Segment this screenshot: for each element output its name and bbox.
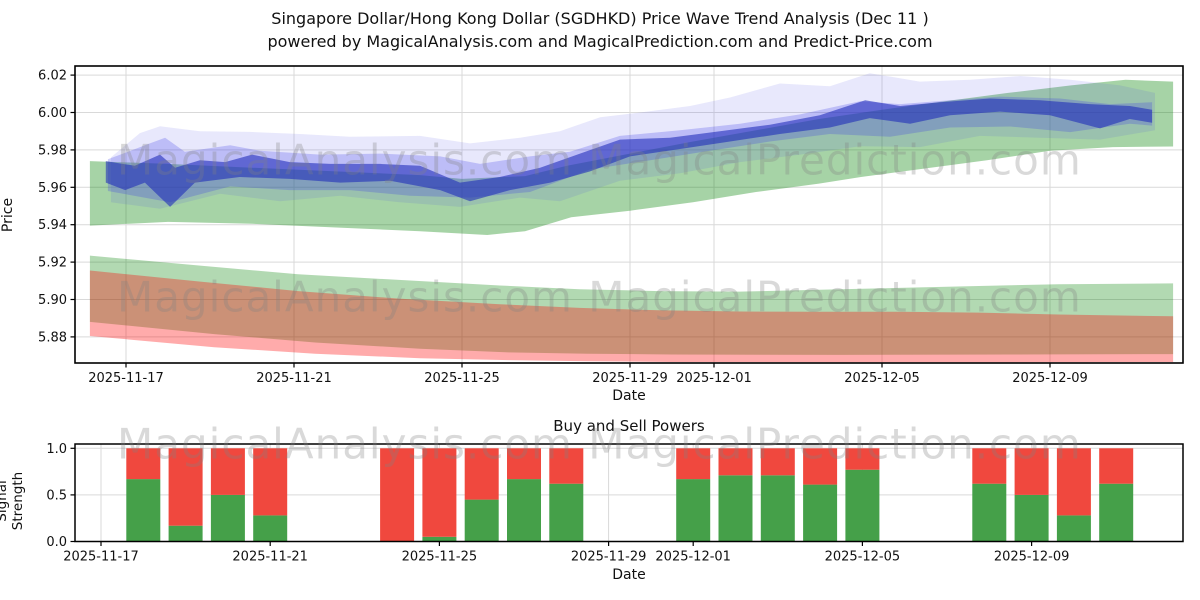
buy-bar-segment: [718, 475, 753, 542]
buy-bar-segment: [126, 479, 161, 542]
signal-ytick-label: 0.5: [46, 488, 67, 503]
lower-support-red-band: [89, 270, 1174, 363]
sell-bar-segment: [210, 448, 245, 495]
buy-bar-segment: [1099, 483, 1134, 542]
buy-bar-segment: [676, 479, 711, 542]
price-ytick-label: 5.92: [38, 256, 67, 271]
sell-bar-segment: [126, 448, 161, 480]
signal-xtick-label: 2025-12-01: [655, 550, 731, 565]
price-ytick-label: 5.90: [38, 293, 67, 308]
price-xtick-label: 2025-11-21: [256, 371, 332, 386]
sell-bar-segment: [760, 448, 795, 476]
buy-bar-segment: [253, 515, 288, 542]
signal-axis-label: Signal Strength: [0, 471, 26, 531]
sell-bar-segment: [1099, 448, 1134, 484]
price-ytick-label: 5.94: [38, 218, 67, 233]
buy-bar-segment: [168, 525, 203, 542]
sell-bar-segment: [253, 448, 288, 516]
price-wave-bands: [89, 73, 1174, 363]
price-ytick-label: 5.88: [38, 330, 67, 345]
chart-subtitle: powered by MagicalAnalysis.com and Magic…: [267, 32, 933, 51]
price-xtick-label: 2025-11-29: [592, 371, 668, 386]
price-ytick-label: 5.98: [38, 143, 67, 158]
price-xtick-label: 2025-12-01: [676, 371, 752, 386]
sell-bar-segment: [549, 448, 584, 484]
price-ytick-label: 6.00: [38, 106, 67, 121]
sell-bar-segment: [507, 448, 541, 480]
sell-bar-segment: [1014, 448, 1049, 495]
price-ytick-label: 5.96: [38, 181, 67, 196]
buy-bar-segment: [210, 494, 245, 542]
signal-xtick-label: 2025-12-05: [825, 550, 901, 565]
sell-bar-segment: [845, 448, 880, 470]
sell-bar-segment: [380, 448, 415, 542]
buy-bar-segment: [972, 483, 1007, 542]
signal-xtick-label: 2025-11-17: [63, 550, 139, 565]
signal-xtick-label: 2025-12-09: [994, 550, 1070, 565]
signal-ytick-label: 0.0: [46, 535, 67, 550]
buy-bar-segment: [1056, 515, 1091, 542]
buy-sell-bars: [126, 448, 1134, 542]
sell-bar-segment: [972, 448, 1007, 484]
sell-bar-segment: [168, 448, 203, 526]
buy-bar-segment: [422, 536, 457, 542]
buy-bar-segment: [803, 484, 838, 542]
price-axes-frame: [74, 65, 1184, 364]
buy-bar-segment: [549, 483, 584, 542]
buy-bar-segment: [845, 469, 880, 542]
signal-xtick-label: 2025-11-21: [232, 550, 308, 565]
buy-bar-segment: [1014, 494, 1049, 542]
price-wave-dark-core: [105, 98, 1153, 207]
signal-xaxis-label: Date: [612, 567, 646, 583]
buy-bar-segment: [464, 499, 499, 542]
sell-bar-segment: [422, 448, 457, 537]
price-axis-label: Price: [0, 197, 16, 233]
signal-axes-frame: [74, 443, 1184, 543]
price-xtick-label: 2025-12-09: [1012, 371, 1088, 386]
buy-bar-segment: [507, 479, 541, 542]
buy-bar-segment: [760, 475, 795, 542]
sell-bar-segment: [676, 448, 711, 480]
signal-chart-title: Buy and Sell Powers: [553, 417, 705, 435]
price-ytick-label: 6.02: [38, 69, 67, 84]
price-xaxis-label: Date: [612, 388, 646, 404]
price-xtick-label: 2025-11-25: [424, 371, 500, 386]
price-xtick-label: 2025-11-17: [88, 371, 164, 386]
chart-title: Singapore Dollar/Hong Kong Dollar (SGDHK…: [271, 9, 929, 28]
sell-bar-segment: [1056, 448, 1091, 516]
price-xtick-label: 2025-12-05: [844, 371, 920, 386]
signal-xtick-label: 2025-11-29: [571, 550, 647, 565]
sell-bar-segment: [464, 448, 499, 500]
sell-bar-segment: [803, 448, 838, 485]
sell-bar-segment: [718, 448, 753, 476]
lower-support-green-band: [89, 255, 1174, 355]
signal-ytick-label: 1.0: [46, 442, 67, 457]
signal-xtick-label: 2025-11-25: [402, 550, 478, 565]
